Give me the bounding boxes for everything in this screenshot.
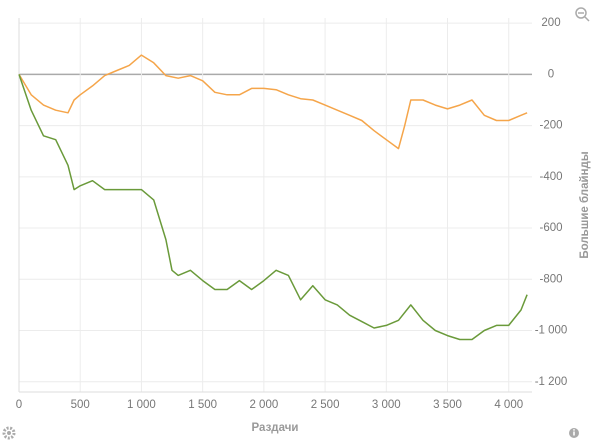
y-tick-label: -1 000	[535, 325, 568, 337]
y-tick-label: -600	[539, 222, 562, 234]
line-series	[18, 74, 528, 341]
y-tick-label: -400	[539, 171, 562, 183]
x-tick-label: 2 500	[311, 399, 340, 411]
x-tick-label: 1 500	[188, 399, 217, 411]
y-axis-title: Большие блайнды	[579, 151, 591, 258]
x-tick-label: 1 000	[127, 399, 156, 411]
x-axis-title: Раздачи	[252, 422, 299, 434]
x-tick-label: 2 000	[249, 399, 278, 411]
zoom-icon[interactable]	[575, 7, 590, 22]
y-tick-label: -800	[539, 273, 562, 285]
x-tick-label: 3 000	[372, 399, 401, 411]
y-tick-label: 0	[548, 68, 554, 80]
x-tick-label: 4 000	[494, 399, 523, 411]
y-tick-label: 200	[541, 17, 560, 29]
line-series	[18, 54, 528, 150]
y-tick-label: -1 200	[535, 376, 568, 388]
x-tick-label: 500	[71, 399, 90, 411]
settings-icon[interactable]	[2, 426, 16, 440]
y-tick-label: -200	[539, 120, 562, 132]
info-icon[interactable]	[569, 428, 579, 438]
x-tick-label: 3 500	[433, 399, 462, 411]
x-tick-label: 0	[16, 399, 22, 411]
